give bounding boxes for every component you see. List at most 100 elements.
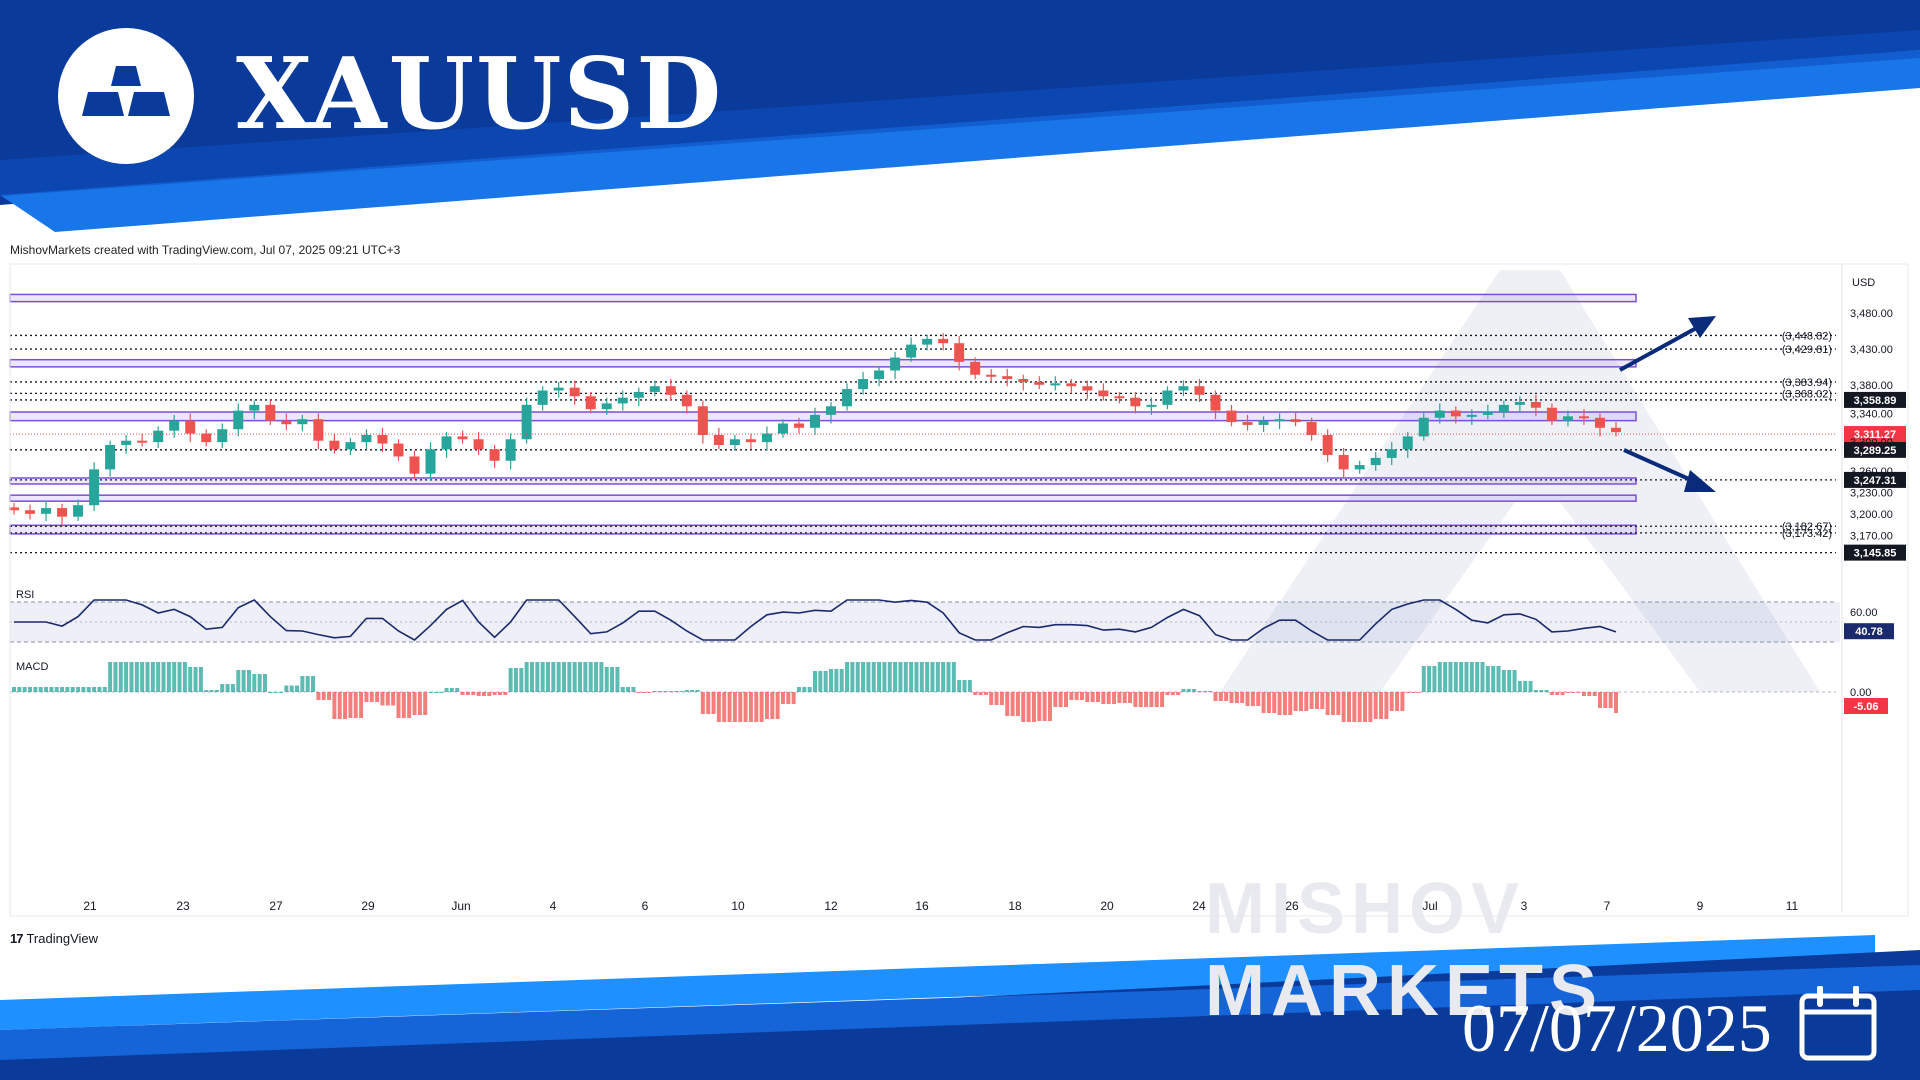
macd-bar xyxy=(1501,670,1506,692)
instrument-title: XAUUSD xyxy=(236,37,724,152)
candle-down xyxy=(457,436,468,440)
macd-bar xyxy=(1015,692,1020,716)
rsi-line xyxy=(14,599,1617,641)
candle-down xyxy=(1082,386,1093,391)
candle-down xyxy=(1530,401,1541,408)
macd-bar xyxy=(1330,692,1335,715)
macd-bar xyxy=(113,662,118,692)
macd-bar xyxy=(1416,692,1421,693)
candle-down xyxy=(569,387,580,397)
candle-up xyxy=(361,434,372,443)
macd-bar xyxy=(337,692,342,719)
candle-up xyxy=(1386,449,1397,458)
tradingview-brand[interactable]: 17 TradingView xyxy=(10,931,98,946)
macd-bar xyxy=(150,662,155,692)
macd-bar xyxy=(65,687,70,692)
candle-up xyxy=(233,410,244,430)
macd-bar xyxy=(1347,692,1351,722)
macd-bar xyxy=(327,692,332,700)
macd-bar xyxy=(348,692,353,718)
macd-bar xyxy=(1181,689,1186,692)
macd-bar xyxy=(44,687,49,692)
macd-bar xyxy=(497,692,502,695)
watermark: MISHOV MARKETS xyxy=(1205,869,1603,1031)
macd-bar xyxy=(1528,681,1533,692)
macd-bar xyxy=(188,667,193,692)
macd-bar xyxy=(359,692,364,718)
macd-bar xyxy=(1336,692,1341,715)
candle-up xyxy=(842,389,853,407)
macd-bar xyxy=(140,662,145,692)
macd-bar xyxy=(268,692,273,693)
candle-up xyxy=(521,404,532,440)
macd-bar xyxy=(978,692,983,695)
macd-bar xyxy=(262,674,267,692)
macd-bar xyxy=(1176,692,1181,695)
candle-down xyxy=(313,419,324,441)
candle-down xyxy=(409,456,420,474)
macd-bar xyxy=(1549,692,1554,695)
macd-bar xyxy=(754,692,759,722)
candle-down xyxy=(1194,386,1205,395)
last-price-badge xyxy=(1844,426,1906,443)
candle-down xyxy=(1210,394,1221,411)
candle-up xyxy=(249,404,260,411)
candle-up xyxy=(1178,386,1189,391)
macd-bar xyxy=(1069,692,1074,700)
candle-down xyxy=(265,404,276,421)
watermark-shape-inner xyxy=(1380,502,1700,692)
macd-bar xyxy=(92,687,97,692)
candle-down xyxy=(1306,422,1317,435)
macd-bar xyxy=(1208,691,1213,692)
macd-bar xyxy=(1507,670,1512,692)
macd-bar xyxy=(588,662,593,692)
macd-bar xyxy=(1587,692,1592,696)
macd-bar xyxy=(807,687,812,692)
candle-up xyxy=(105,444,116,470)
macd-bar xyxy=(743,692,748,722)
macd-bar xyxy=(38,687,43,692)
candle-down xyxy=(1322,434,1333,456)
macd-bar xyxy=(1437,662,1442,692)
macd-bar xyxy=(172,662,177,692)
candle-down xyxy=(970,361,981,375)
macd-bar xyxy=(401,692,406,718)
macd-bar xyxy=(1314,692,1319,709)
candle-down xyxy=(1066,383,1077,387)
macd-bar xyxy=(802,687,807,692)
macd-bar xyxy=(1165,692,1170,695)
candle-up xyxy=(649,386,660,392)
up-arrow xyxy=(1619,324,1701,372)
level-badge xyxy=(1844,441,1906,458)
y-tick-label: 3,260.00 xyxy=(1850,466,1893,478)
macd-bar xyxy=(1256,692,1261,706)
macd-bar xyxy=(1560,692,1565,695)
macd-bar xyxy=(578,662,583,692)
level-label: (3,173.42) xyxy=(1782,528,1832,540)
macd-bar xyxy=(562,662,567,692)
macd-bar xyxy=(1395,692,1400,711)
y-tick-label: 3,380.00 xyxy=(1850,380,1893,392)
macd-bar xyxy=(166,662,171,692)
level-badge-label: 3,145.85 xyxy=(1854,548,1897,560)
macd-bar xyxy=(1443,662,1448,692)
candle-down xyxy=(986,374,997,377)
candle-down xyxy=(681,394,692,407)
macd-bar xyxy=(716,692,721,722)
macd-bar xyxy=(177,662,182,692)
macd-bar xyxy=(556,662,561,692)
macd-bar xyxy=(1421,666,1426,692)
macd-bar xyxy=(252,674,257,692)
candle-down xyxy=(1018,379,1029,382)
candle-down xyxy=(489,449,500,461)
macd-bar xyxy=(1229,692,1234,703)
x-tick-label: 12 xyxy=(824,899,838,913)
candle-down xyxy=(9,507,19,511)
y-tick-label: 3,170.00 xyxy=(1850,530,1893,542)
macd-bar xyxy=(935,662,940,692)
macd-bar xyxy=(1224,692,1229,701)
candle-down xyxy=(1130,397,1141,407)
macd-bar xyxy=(882,662,887,692)
macd-bar xyxy=(1133,692,1138,707)
candle-up xyxy=(1354,465,1365,470)
